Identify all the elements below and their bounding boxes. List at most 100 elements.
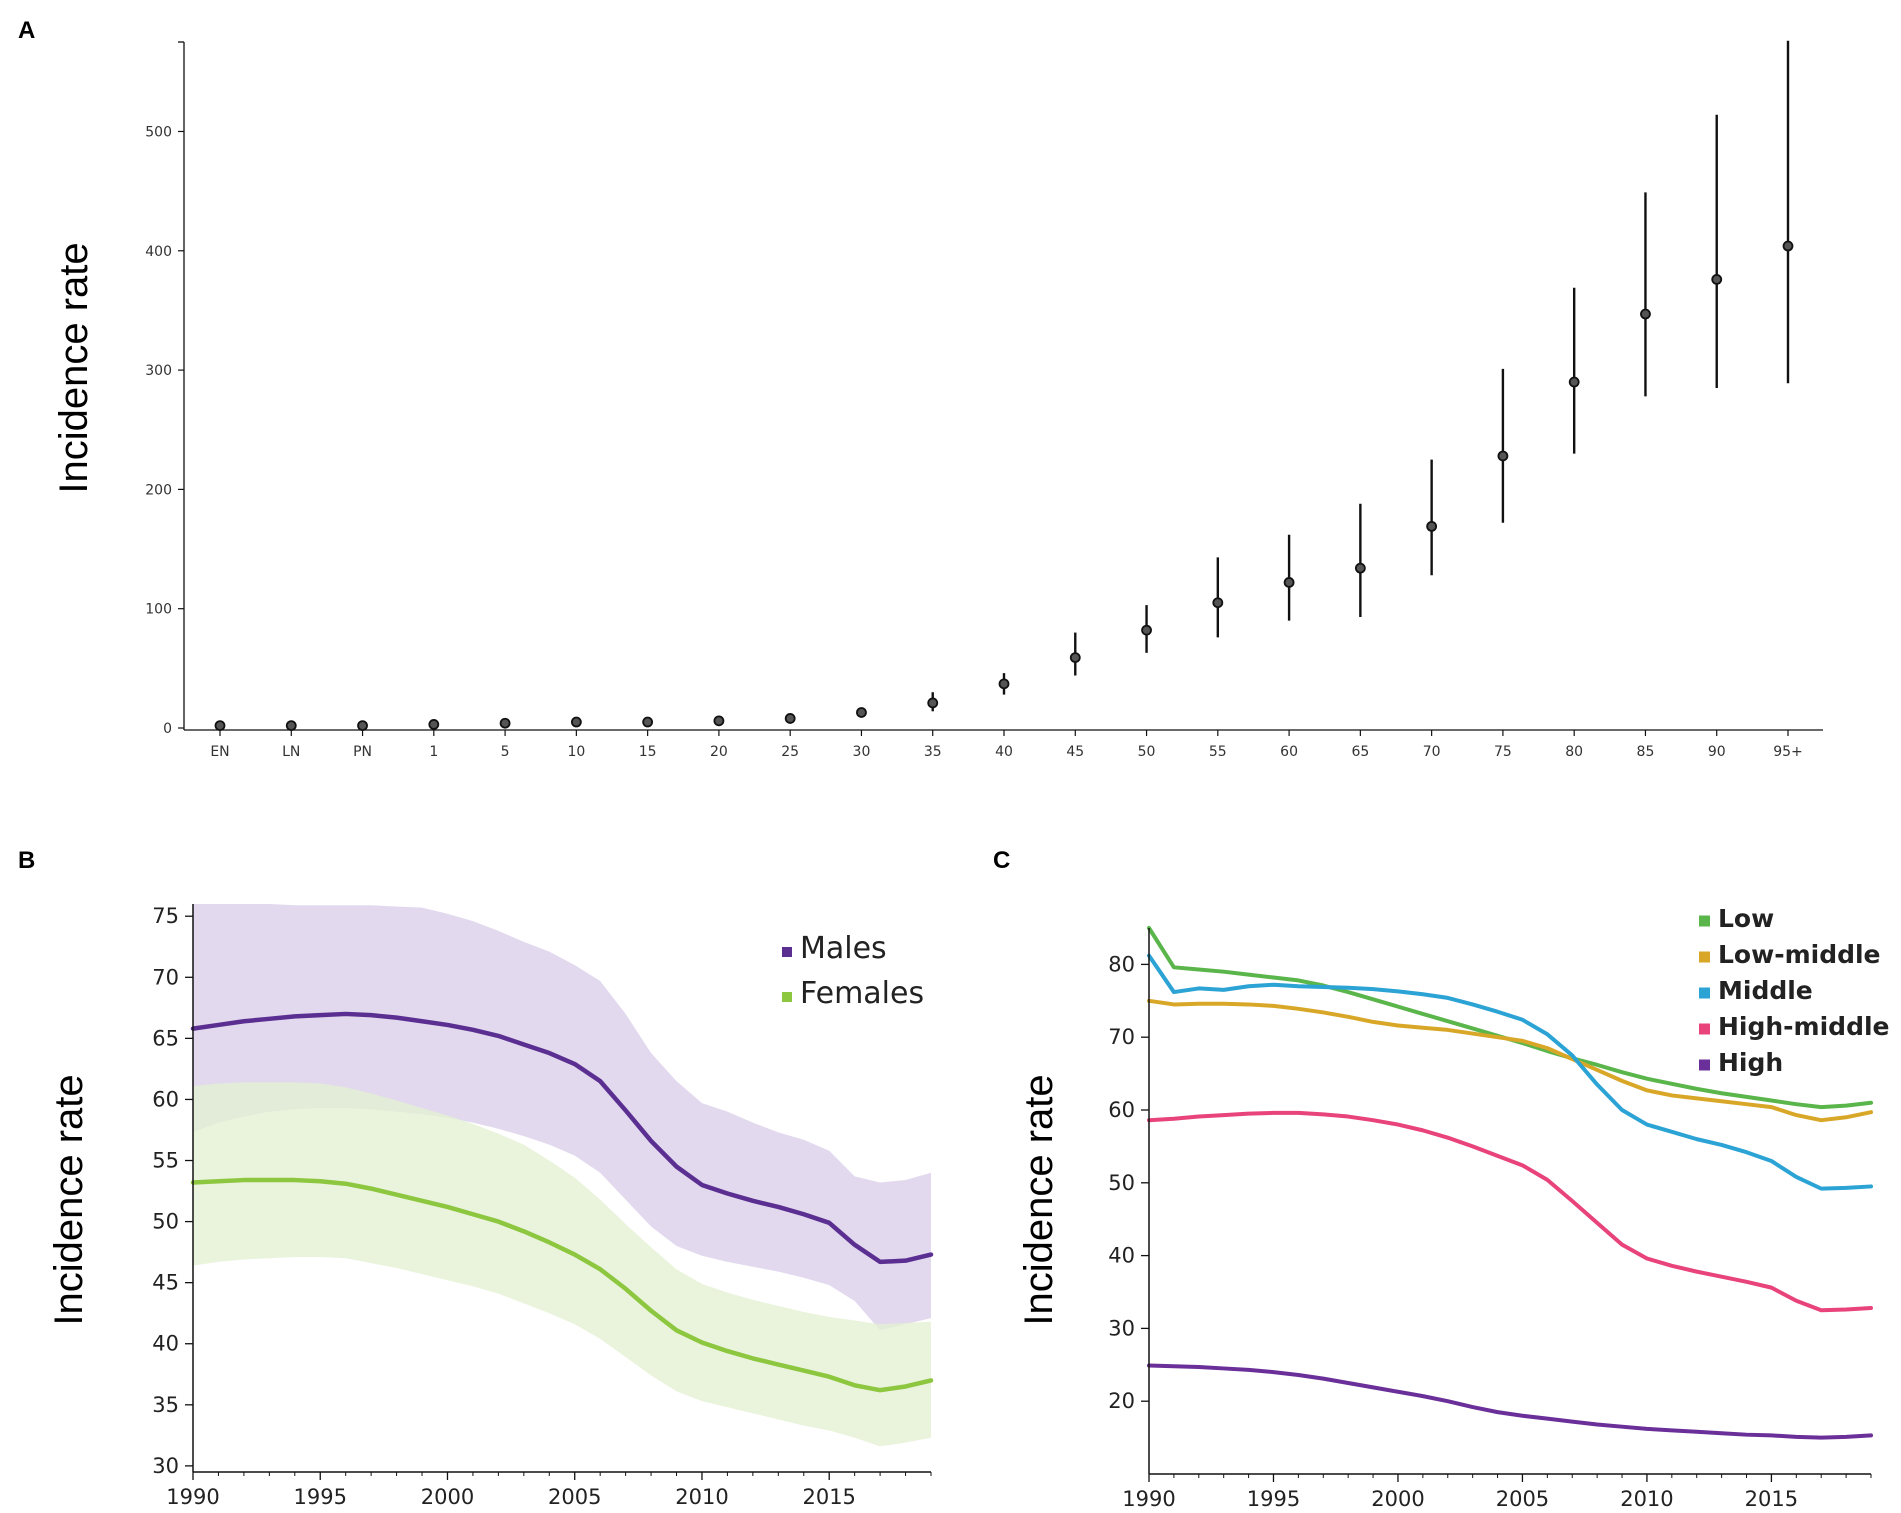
x-tick-label: 2015 [802,1485,855,1509]
y-tick-label: 65 [152,1026,179,1050]
y-tick-label: 35 [152,1393,179,1417]
data-point-20 [714,716,723,725]
series-line-high [1149,1366,1871,1438]
x-tick-label-a: 40 [995,744,1013,760]
data-point-35 [928,698,937,707]
legend-swatch-low-middle [1699,952,1710,963]
x-tick-label: 2015 [1745,1487,1798,1511]
x-tick-label: 2010 [1620,1487,1673,1511]
data-point-40 [1000,679,1009,688]
x-tick-label-a: 35 [924,744,942,760]
legend-label-middle: Middle [1718,976,1813,1005]
data-point-5 [501,719,510,728]
legend-swatch-males [782,947,792,957]
data-point-80 [1570,378,1579,387]
x-tick-label-a: 95+ [1773,744,1803,760]
x-tick-label: 1995 [1247,1487,1300,1511]
panel-b-plot: 30 35 40 45 50 55 60 65 70 75 1990 1995 2000 2005 2010… [152,904,931,1509]
y-tick-label-a: 500 [145,124,172,140]
y-tick-label: 55 [152,1149,179,1173]
data-point-45 [1071,653,1080,662]
legend-label-females: Females [800,976,924,1011]
y-tick-label: 80 [1108,952,1135,976]
y-axis-title-b: Incidence rate [47,1074,91,1325]
y-axis-title-c: Incidence rate [1017,1074,1061,1325]
y-tick-label-a: 300 [145,363,172,379]
data-point-EN [216,721,225,730]
x-tick-label-a: 85 [1637,744,1655,760]
data-point-75 [1498,451,1507,460]
x-tick-label-a: 25 [781,744,799,760]
y-tick-label: 45 [152,1271,179,1295]
panel-c-plot: 20 30 40 50 60 70 80 1990 1995 2000 2005 2010 2015 Lo… [1108,904,1889,1511]
x-tick-label-a: 5 [501,744,510,760]
x-tick-label-a: 55 [1209,744,1227,760]
x-tick-label-a: 10 [567,744,585,760]
data-point-90 [1712,275,1721,284]
x-tick-label-a: 1 [429,744,438,760]
figure: A B C Incidence rate Incidence rate Inci… [0,0,1901,1513]
x-tick-label: 2005 [1496,1487,1549,1511]
data-point-85 [1641,310,1650,319]
legend-swatch-high [1699,1060,1710,1071]
y-tick-label: 75 [152,904,179,928]
data-point-30 [857,708,866,717]
x-tick-label: 2000 [1371,1487,1424,1511]
y-tick-label: 50 [152,1210,179,1234]
data-point-60 [1285,578,1294,587]
y-tick-label-a: 200 [145,482,172,498]
panel-label-b: B [18,847,35,874]
x-tick-label-a: LN [282,744,300,760]
y-tick-label: 70 [1108,1025,1135,1049]
panel-label-a: A [18,17,35,44]
data-point-PN [358,721,367,730]
legend-swatch-middle [1699,988,1710,999]
data-point-1 [429,720,438,729]
x-tick-label-a: 60 [1280,744,1298,760]
x-tick-label: 2005 [548,1485,601,1509]
legend-label-low-middle: Low-middle [1718,940,1881,969]
legend-label-males: Males [800,931,887,966]
data-point-LN [287,721,296,730]
data-point-25 [786,714,795,723]
x-tick-label-a: 50 [1138,744,1156,760]
x-tick-label-a: 45 [1066,744,1084,760]
x-tick-label: 1990 [166,1485,219,1509]
data-point-15 [643,718,652,727]
x-tick-label-a: 90 [1708,744,1726,760]
data-point-65 [1356,564,1365,573]
y-tick-label-a: 400 [145,244,172,260]
y-tick-label-a: 0 [163,721,172,737]
y-axis-title-a: Incidence rate [52,242,96,493]
x-tick-label: 2000 [421,1485,474,1509]
legend-swatch-females [782,992,792,1002]
y-tick-label: 30 [1108,1316,1135,1340]
x-tick-label-a: 75 [1494,744,1512,760]
y-tick-label: 70 [152,965,179,989]
y-tick-label: 60 [152,1087,179,1111]
legend-label-high-middle: High-middle [1718,1012,1890,1041]
x-tick-label: 1995 [294,1485,347,1509]
x-tick-label: 2010 [675,1485,728,1509]
data-point-10 [572,718,581,727]
x-tick-label-a: PN [353,744,372,760]
legend-swatch-low [1699,916,1710,927]
panel-label-c: C [993,847,1010,874]
data-point-50 [1142,626,1151,635]
y-tick-label: 30 [152,1454,179,1478]
y-tick-label: 20 [1108,1389,1135,1413]
legend-label-high: High [1718,1048,1783,1077]
data-point-70 [1427,522,1436,531]
series-line-high-middle [1149,1113,1871,1310]
x-tick-label-a: 70 [1423,744,1441,760]
legend-swatch-high-middle [1699,1024,1710,1035]
x-tick-label-a: 15 [639,744,657,760]
y-tick-label: 40 [1108,1244,1135,1268]
y-tick-label: 60 [1108,1098,1135,1122]
y-tick-label-a: 100 [145,602,172,618]
data-point-95+ [1784,242,1793,251]
y-tick-label: 40 [152,1332,179,1356]
data-point-55 [1213,598,1222,607]
x-tick-label: 1990 [1122,1487,1175,1511]
